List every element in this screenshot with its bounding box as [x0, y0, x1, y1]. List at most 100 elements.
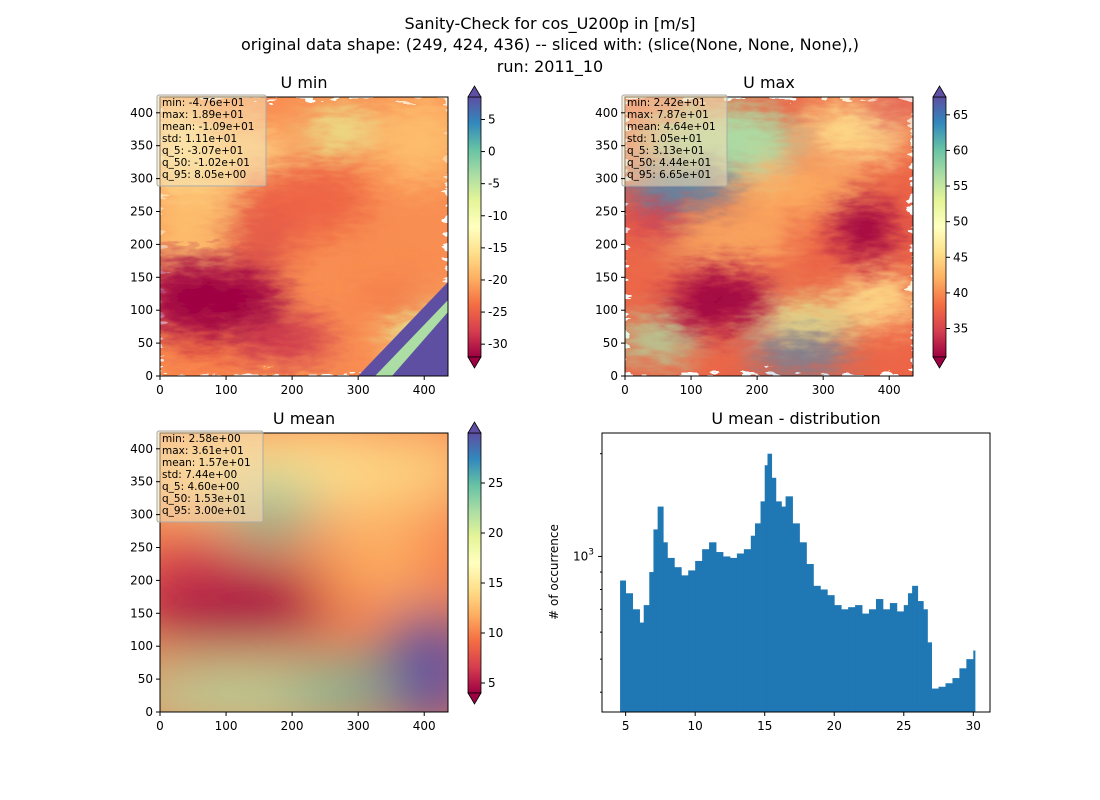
histogram-bar [931, 688, 939, 712]
u-mean-stat-q5: q_5: 4.60e+00 [162, 481, 239, 493]
colorbar-extend-max [467, 421, 482, 434]
y-tick-label: 400 [130, 106, 153, 120]
histogram-bar [771, 477, 777, 712]
x-tick-label: 10 [688, 719, 703, 733]
colorbar-extend-max [932, 85, 947, 98]
u-min-stat-std: std: 1.11e+01 [162, 133, 237, 145]
histogram-bar [688, 570, 696, 712]
x-tick-label: 300 [347, 719, 370, 733]
y-tick-label: 200 [595, 237, 618, 251]
colorbar-tick-label: 40 [953, 286, 968, 300]
u-mean-heatmap [160, 433, 448, 712]
colorbar-tick-label: 10 [488, 626, 503, 640]
suptitle-line-1: Sanity-Check for cos_U200p in [m/s] [404, 14, 695, 34]
histogram-bar [799, 542, 807, 712]
histogram-bar [848, 607, 856, 712]
y-tick-label: 400 [595, 106, 618, 120]
x-tick-label: 100 [680, 383, 703, 397]
x-tick-label: 300 [347, 383, 370, 397]
y-tick-label: 300 [130, 508, 153, 522]
u-min-heatmap [160, 97, 448, 376]
y-tick-label: 350 [130, 475, 153, 489]
u-mean-title: U mean [273, 409, 335, 428]
colorbar-extend-max [467, 85, 482, 98]
u-mean-stat-max: max: 3.61e+01 [162, 445, 244, 457]
histogram-bar [722, 556, 731, 712]
x-tick-label: 5 [622, 719, 630, 733]
histogram-bar [917, 601, 924, 712]
u-max-stat-min: min: 2.42e+01 [627, 97, 706, 109]
histogram-bar [862, 613, 870, 712]
u-min-panel: U min [130, 73, 508, 397]
u-mean-stat-mean: mean: 1.57e+01 [162, 457, 251, 469]
histogram-bar [620, 580, 627, 712]
u-max-stat-std: std: 1.05e+01 [627, 133, 702, 145]
colorbar-tick-label: 35 [953, 322, 968, 336]
distribution-title: U mean - distribution [711, 409, 880, 428]
histogram-bar [792, 523, 800, 712]
u-min-title: U min [281, 73, 328, 92]
histogram-bar [767, 453, 773, 712]
histogram-bar [667, 557, 675, 712]
y-tick-label: 0 [145, 705, 153, 719]
histogram-bar [966, 659, 974, 712]
histogram-bar [743, 549, 752, 712]
colorbar-tick-label: 20 [488, 526, 503, 540]
x-tick-label: 30 [966, 719, 981, 733]
colorbar-tick-label: 0 [488, 145, 496, 159]
u-min-colorbar: -30 -25 -20 -15 -10 -5 0 5 [467, 85, 508, 369]
x-tick-label: 100 [215, 383, 238, 397]
y-tick-label: 150 [130, 606, 153, 620]
x-tick-label: 300 [812, 383, 835, 397]
y-tick-label: 400 [130, 442, 153, 456]
colorbar-gradient [467, 432, 482, 694]
colorbar-tick-label: 65 [953, 108, 968, 122]
x-tick-label: 25 [896, 719, 911, 733]
x-tick-label: 20 [827, 719, 842, 733]
colorbar-extend-min [467, 356, 482, 369]
histogram-bar [855, 605, 863, 712]
histogram-bar [625, 593, 633, 712]
u-max-stat-mean: mean: 4.64e+01 [627, 121, 716, 133]
colorbar-tick-label: 15 [488, 576, 503, 590]
histogram-bar [912, 585, 919, 712]
y-tick-label: 300 [130, 172, 153, 186]
colorbar-tick-label: -5 [488, 177, 500, 191]
histogram-bar [813, 585, 821, 712]
y-tick-label: 100 [595, 303, 618, 317]
y-tick-label: 150 [595, 270, 618, 284]
u-mean-stat-std: std: 7.44e+00 [162, 469, 237, 481]
histogram-bar [674, 567, 682, 712]
u-min-stat-min: min: -4.76e+01 [162, 97, 244, 109]
suptitle-line-3: run: 2011_10 [497, 57, 603, 77]
u-mean-panel: U mean min: 2.58e+00 max: 3.61e+01 mean:… [130, 409, 503, 733]
u-max-heatmap [625, 97, 913, 376]
histogram-bar [806, 564, 814, 712]
x-tick-label: 0 [621, 383, 629, 397]
x-tick-label: 15 [757, 719, 772, 733]
colorbar-extend-min [932, 356, 947, 369]
histogram-bar [760, 501, 766, 712]
histogram-bar [653, 529, 659, 712]
colorbar-tick-label: 5 [488, 112, 496, 126]
y-tick-label: 103 [573, 547, 594, 563]
x-tick-label: 400 [413, 383, 436, 397]
histogram-bar [903, 605, 909, 712]
histogram-bar [889, 603, 898, 712]
x-tick-label: 100 [215, 719, 238, 733]
y-tick-label: 250 [130, 540, 153, 554]
u-mean-stat-q95: q_95: 3.00e+01 [162, 505, 246, 517]
histogram-bar [775, 501, 782, 712]
histogram-bar [643, 605, 650, 712]
u-min-stat-mean: mean: -1.09e+01 [162, 121, 254, 133]
histogram-bar [923, 609, 928, 712]
distribution-panel: U mean - distribution # of occurrence 5 1… [547, 409, 991, 733]
u-max-axes: 0 100 200 300 400 0 50 100 150 200 250 300 350 400 [595, 106, 901, 397]
histogram-bar [695, 560, 703, 712]
colorbar-tick-label: -15 [488, 241, 508, 255]
y-tick-label: 0 [145, 369, 153, 383]
u-mean-axes: 0 100 200 300 400 0 50 100 150 200 250 300 350 400 [130, 442, 436, 733]
colorbar-gradient [932, 96, 947, 358]
u-min-axes: 0 100 200 300 400 0 50 100 150 200 250 300 350 400 [130, 106, 436, 397]
